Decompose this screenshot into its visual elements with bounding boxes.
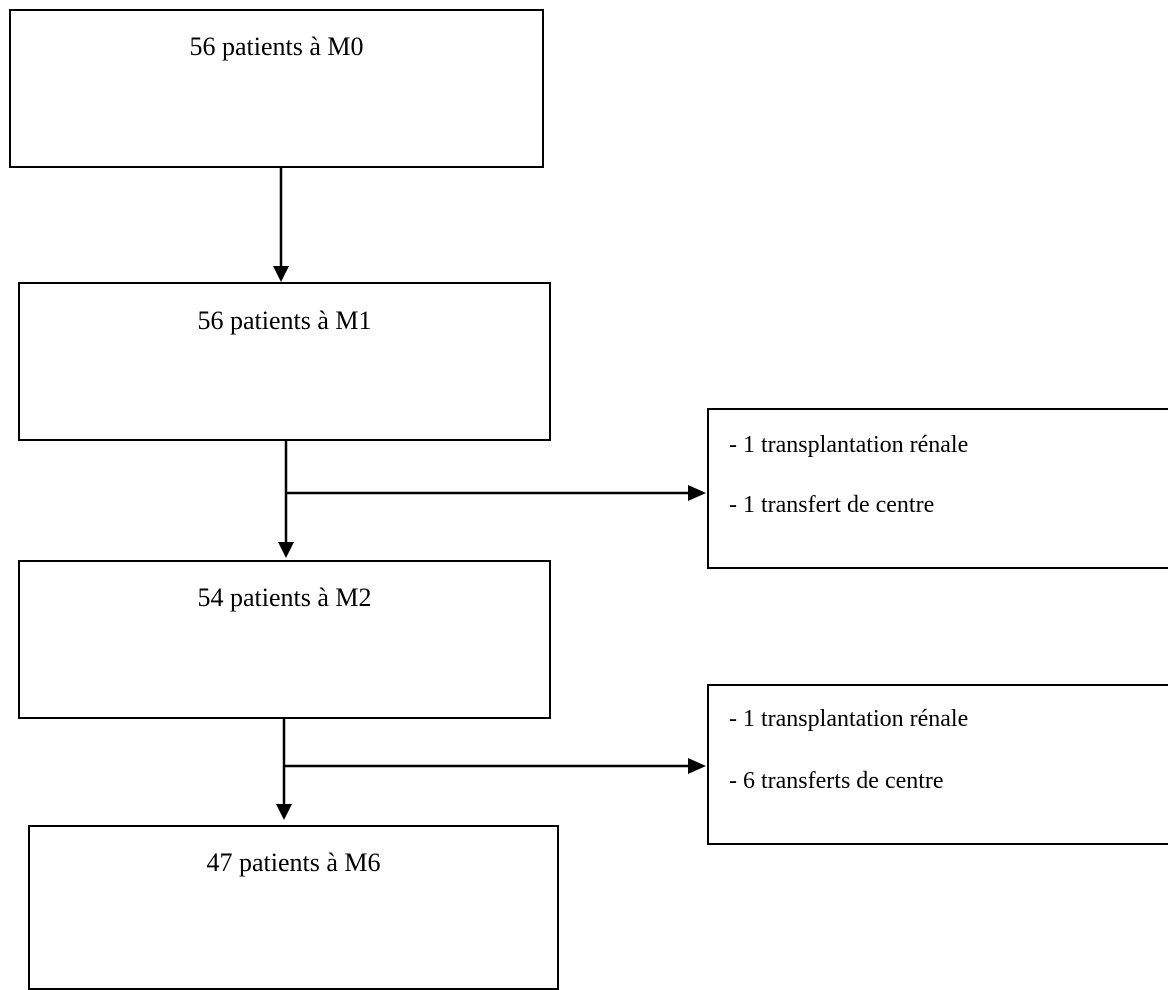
arrowhead-to-exclusion-1 xyxy=(688,485,706,501)
arrowhead-m2-to-m6 xyxy=(276,804,292,820)
exclusion-box-1: - 1 transplantation rénale - 1 transfert… xyxy=(707,408,1168,569)
arrowhead-m0-to-m1 xyxy=(273,266,289,282)
stage-label-m2: 54 patients à M2 xyxy=(197,583,372,612)
arrowhead-m1-to-m2 xyxy=(278,542,294,558)
exclusion-2-line-1: - 1 transplantation rénale xyxy=(729,706,969,732)
stage-label-m0: 56 patients à M0 xyxy=(189,32,364,61)
stage-box-m6: 47 patients à M6 xyxy=(28,825,559,990)
exclusion-box-2: - 1 transplantation rénale - 6 transfert… xyxy=(707,684,1168,845)
stage-label-m1: 56 patients à M1 xyxy=(197,306,372,335)
stage-box-m0: 56 patients à M0 xyxy=(9,9,544,168)
stage-label-m6: 47 patients à M6 xyxy=(206,848,381,877)
arrowhead-to-exclusion-2 xyxy=(688,758,706,774)
exclusion-1-line-2: - 1 transfert de centre xyxy=(729,492,935,518)
stage-box-m1: 56 patients à M1 xyxy=(18,282,551,441)
stage-box-m2: 54 patients à M2 xyxy=(18,560,551,719)
exclusion-2-line-2: - 6 transferts de centre xyxy=(729,768,944,794)
exclusion-1-line-1: - 1 transplantation rénale xyxy=(729,432,969,458)
